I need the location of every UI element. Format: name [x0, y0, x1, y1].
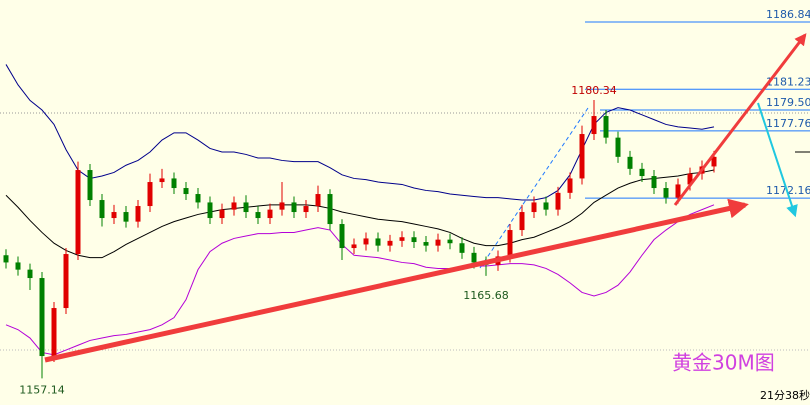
candle-body	[459, 243, 465, 253]
timer: 21分38秒	[760, 388, 810, 402]
candle-body	[375, 238, 381, 246]
candle-body	[99, 200, 105, 219]
candle-body	[579, 134, 585, 179]
candle-body	[3, 255, 9, 263]
candle-body	[447, 239, 453, 244]
candle-body	[15, 262, 21, 270]
level-label: 1181.23	[766, 75, 810, 88]
candle-body	[675, 184, 681, 198]
candle-body	[279, 202, 285, 210]
candle-body	[75, 170, 81, 255]
candle-body	[303, 206, 309, 213]
candle-body	[711, 156, 717, 167]
candle-body	[615, 137, 621, 157]
candle-body	[339, 224, 345, 249]
candle-body	[111, 212, 117, 219]
candle-body	[351, 244, 357, 249]
candle-body	[435, 239, 441, 246]
candle-body	[231, 202, 237, 210]
candle-body	[387, 240, 393, 246]
candle-body	[195, 194, 201, 203]
level-label: 1179.50	[766, 96, 810, 109]
candle-body	[267, 209, 273, 219]
candle-body	[27, 269, 33, 279]
candle-body	[63, 254, 69, 309]
candle-body	[639, 168, 645, 177]
candle-body	[219, 209, 225, 219]
level-label: 1177.76	[766, 117, 810, 130]
candle-body	[243, 202, 249, 213]
candle-body	[207, 202, 213, 219]
candle-body	[135, 206, 141, 222]
candle-body	[627, 156, 633, 169]
candle-body	[315, 194, 321, 207]
low-label: 1165.68	[463, 289, 509, 302]
candle-body	[423, 242, 429, 246]
candle-body	[327, 194, 333, 225]
chart-title: 黄金30M图	[672, 351, 775, 375]
band-line	[5, 169, 715, 259]
candle-body	[51, 308, 57, 357]
level-label: 1172.16	[766, 184, 810, 197]
band-line	[5, 204, 715, 356]
candle-body	[255, 212, 261, 219]
low-label: 1157.14	[19, 383, 65, 396]
candle-body	[555, 192, 561, 210]
candle-body	[507, 230, 513, 257]
high-label: 1180.34	[571, 84, 617, 97]
candle-body	[519, 212, 525, 231]
candle-body	[591, 116, 597, 135]
candle-body	[363, 238, 369, 245]
candle-body	[159, 178, 165, 183]
candle-body	[39, 278, 45, 357]
candle-body	[123, 212, 129, 222]
candle-body	[171, 178, 177, 189]
candle-body	[567, 178, 573, 193]
candle-body	[543, 202, 549, 210]
candle-body	[399, 237, 405, 241]
candle-body	[87, 170, 93, 201]
candle-body	[687, 173, 693, 185]
candle-body	[183, 188, 189, 195]
arrow	[673, 33, 807, 206]
candle-body	[531, 202, 537, 213]
candle-body	[651, 176, 657, 189]
candle-body	[663, 188, 669, 198]
candle-body	[291, 202, 297, 213]
candle-body	[147, 182, 153, 207]
candle-body	[471, 252, 477, 263]
candle-body	[411, 237, 417, 243]
level-label: 1186.84	[766, 8, 810, 21]
candle-body	[603, 116, 609, 138]
arrow	[757, 102, 798, 218]
arrow	[44, 198, 749, 363]
